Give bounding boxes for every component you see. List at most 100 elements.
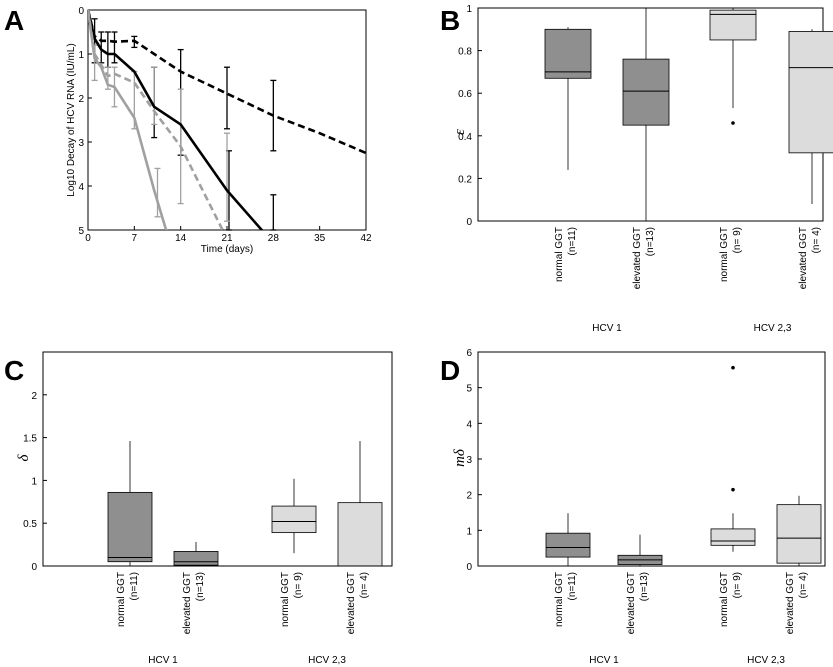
series-line bbox=[88, 10, 264, 230]
category-label: normal GGT (n=11) bbox=[554, 572, 578, 627]
y-axis-label: δ bbox=[16, 453, 32, 461]
box-iqr bbox=[622, 58, 670, 126]
y-tick-label: 3 bbox=[466, 455, 472, 466]
category-label: normal GGT (n= 9) bbox=[719, 572, 743, 627]
category-label-line: (n= 4) bbox=[811, 227, 822, 253]
category-label-line: (n=11) bbox=[567, 227, 578, 255]
y-tick-label: 4 bbox=[466, 419, 472, 430]
box-iqr bbox=[271, 505, 317, 534]
group-label: HCV 1 bbox=[148, 655, 178, 666]
y-tick-label: 0 bbox=[78, 6, 84, 17]
category-label-line: normal GGT bbox=[280, 572, 291, 627]
group-label: HCV 1 bbox=[592, 323, 622, 334]
category-label-line: (n=13) bbox=[195, 572, 206, 601]
y-tick-label: 5 bbox=[78, 226, 84, 237]
box-iqr bbox=[337, 502, 383, 567]
category-label-line: (n= 4) bbox=[359, 572, 370, 598]
box-iqr bbox=[776, 504, 822, 564]
x-tick-label: 14 bbox=[175, 233, 187, 244]
group-label: HCV 1 bbox=[589, 655, 619, 666]
series-line bbox=[88, 10, 366, 155]
y-axis-label: Log10 Decay of HCV RNA (IU/mL) bbox=[66, 43, 77, 196]
category-label: elevated GGT (n=13) bbox=[632, 227, 656, 289]
box-iqr bbox=[545, 532, 591, 558]
category-label: elevated GGT (n=13) bbox=[626, 572, 650, 634]
series-lines bbox=[88, 10, 366, 230]
category-label-line: elevated GGT bbox=[632, 227, 643, 289]
y-tick-label: 1 bbox=[466, 4, 472, 15]
y-tick-label: 2 bbox=[466, 491, 472, 502]
y-tick-label: 0 bbox=[466, 217, 472, 228]
category-label-line: (n=11) bbox=[129, 572, 140, 600]
series-line bbox=[88, 10, 168, 230]
category-label-line: (n=13) bbox=[639, 572, 650, 601]
category-label-line: elevated GGT bbox=[798, 227, 809, 289]
y-tick-label: 0.8 bbox=[458, 47, 472, 58]
axis-ticks: 0 7 14 21 28 35 42 0 1 2 3 4 5 bbox=[78, 6, 372, 244]
box-iqr bbox=[107, 491, 153, 563]
x-tick-label: 28 bbox=[268, 233, 280, 244]
category-label-line: (n=13) bbox=[645, 227, 656, 256]
category-label: elevated GGT (n= 4) bbox=[785, 572, 809, 634]
y-tick-label: 0 bbox=[31, 562, 37, 573]
x-tick-label: 0 bbox=[85, 233, 91, 244]
category-label-line: (n= 9) bbox=[732, 572, 743, 598]
category-label-line: elevated GGT bbox=[785, 572, 796, 634]
y-tick-label: 0.4 bbox=[458, 132, 472, 143]
y-tick-label: 1 bbox=[31, 476, 37, 487]
y-tick-label: 5 bbox=[466, 384, 472, 395]
category-label: normal GGT (n= 9) bbox=[719, 227, 743, 282]
box-iqr bbox=[710, 528, 756, 546]
category-label-line: normal GGT bbox=[719, 572, 730, 627]
x-tick-label: 7 bbox=[132, 233, 138, 244]
outlier-point bbox=[731, 365, 735, 370]
group-label: HCV 2,3 bbox=[754, 323, 792, 334]
panel-letter-b: B bbox=[440, 5, 460, 36]
y-tick-label: 0.6 bbox=[458, 89, 472, 100]
group-label: HCV 2,3 bbox=[747, 655, 785, 666]
category-label: elevated GGT (n= 4) bbox=[346, 572, 370, 634]
y-tick-label: 1.5 bbox=[23, 434, 37, 445]
y-tick-label: 2 bbox=[78, 94, 84, 105]
y-tick-label: 1 bbox=[78, 50, 84, 61]
y-tick-label: 1 bbox=[466, 526, 472, 537]
box-iqr bbox=[709, 9, 757, 41]
category-label-line: normal GGT bbox=[554, 227, 565, 282]
category-label-line: (n= 9) bbox=[732, 227, 743, 253]
category-label-line: elevated GGT bbox=[182, 572, 193, 634]
category-label-line: normal GGT bbox=[116, 572, 127, 627]
category-label-line: (n=11) bbox=[567, 572, 578, 600]
box-iqr bbox=[173, 551, 219, 566]
outlier-point bbox=[731, 121, 735, 125]
plot-frame bbox=[477, 351, 826, 567]
box-iqr bbox=[544, 28, 592, 79]
y-tick-label: 3 bbox=[78, 138, 84, 149]
panel-letter-d: D bbox=[440, 355, 460, 386]
category-label-line: (n= 9) bbox=[293, 572, 304, 598]
y-axis-label: mδ bbox=[452, 448, 468, 467]
panel-letter-c: C bbox=[4, 355, 24, 386]
y-axis-label: ε bbox=[452, 129, 468, 135]
box-iqr bbox=[788, 31, 833, 154]
category-label-line: elevated GGT bbox=[626, 572, 637, 634]
y-tick-label: 0 bbox=[466, 562, 472, 573]
y-tick-label: 4 bbox=[78, 182, 84, 193]
category-label: elevated GGT (n= 4) bbox=[798, 227, 822, 289]
category-label: normal GGT (n=11) bbox=[116, 572, 140, 627]
category-label: normal GGT (n=11) bbox=[554, 227, 578, 282]
x-tick-label: 21 bbox=[221, 233, 233, 244]
panel-letter-a: A bbox=[4, 5, 24, 36]
y-tick-label: 6 bbox=[466, 348, 472, 359]
category-label: elevated GGT (n=13) bbox=[182, 572, 206, 634]
y-tick-label: 2 bbox=[31, 391, 37, 402]
y-tick-label: 0.2 bbox=[458, 174, 472, 185]
category-label-line: normal GGT bbox=[719, 227, 730, 282]
x-tick-label: 42 bbox=[360, 233, 372, 244]
outlier-point bbox=[731, 487, 735, 492]
